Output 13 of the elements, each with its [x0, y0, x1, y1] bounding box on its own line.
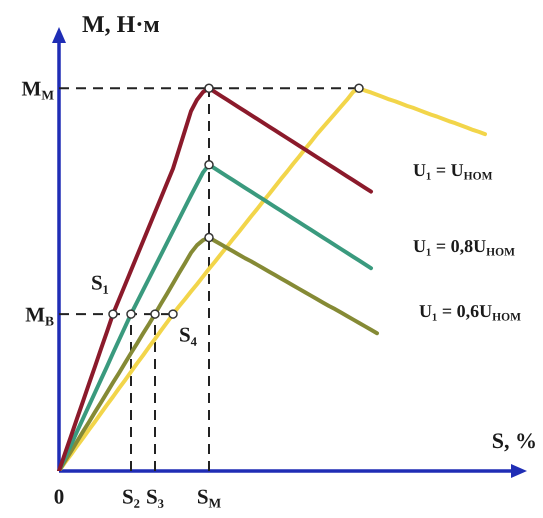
annotation: S₁	[91, 270, 109, 294]
x-tick-label: S₂	[122, 484, 140, 508]
text: U₁ = 0,8U$_{НОМ}$	[413, 236, 515, 259]
x-axis-title: S, %	[492, 428, 537, 453]
text: U₁ = U$_{НОМ}$	[413, 160, 492, 182]
text: U₁ = 0,6U$_{НОМ}$	[419, 301, 521, 324]
annotation: M$_{М}$	[21, 76, 54, 103]
y-axis-title: M, Н·м	[82, 12, 160, 38]
x-tick-label: 0	[54, 484, 64, 508]
annotation: S₄	[179, 322, 197, 346]
annotation: M$_{В}$	[25, 302, 54, 329]
x-tick-label: S₃	[146, 484, 164, 508]
x-tick-label: S$_{М}$	[196, 484, 222, 511]
